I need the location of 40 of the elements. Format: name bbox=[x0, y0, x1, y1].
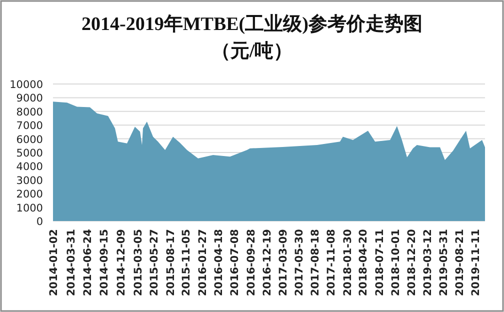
x-tick-label: 2014-06-24 bbox=[82, 229, 94, 296]
x-tick-label: 2018-04-20 bbox=[358, 229, 370, 296]
x-tick-label: 2018-10-01 bbox=[390, 229, 402, 296]
x-tick-label: 2016-04-18 bbox=[213, 229, 226, 296]
x-tick-label: 2014-03-31 bbox=[65, 229, 78, 296]
y-tick-label: 10000 bbox=[10, 79, 43, 91]
y-tick-label: 0 bbox=[36, 216, 43, 228]
x-tick-label: 2017-11-08 bbox=[325, 229, 338, 296]
chart-subtitle: （元/吨） bbox=[211, 40, 293, 62]
x-tick-label: 2015-03-05 bbox=[132, 229, 144, 296]
x-tick-label: 2014-12-09 bbox=[115, 229, 128, 296]
x-tick-label: 2017-08-18 bbox=[309, 229, 322, 296]
y-tick-label: 1000 bbox=[16, 202, 43, 214]
y-tick-label: 5000 bbox=[16, 148, 43, 160]
x-tick-label: 2017-05-30 bbox=[294, 229, 306, 296]
y-tick-label: 3000 bbox=[16, 174, 43, 187]
chart-title: 2014-2019年MTBE(工业级)参考价走势图 bbox=[82, 13, 422, 35]
x-tick-label: 2019-08-21 bbox=[454, 229, 466, 296]
x-tick-label: 2016-09-28 bbox=[245, 229, 258, 296]
x-tick-label: 2015-11-05 bbox=[180, 229, 193, 296]
x-tick-label: 2018-12-20 bbox=[406, 229, 418, 296]
x-tick-label: 2014-09-15 bbox=[98, 229, 111, 296]
y-tick-label: 2000 bbox=[16, 188, 43, 201]
y-tick-label: 8000 bbox=[16, 106, 43, 118]
x-tick-label: 2015-05-27 bbox=[148, 229, 161, 296]
x-tick-label: 2015-08-17 bbox=[164, 229, 177, 296]
x-tick-label: 2019-05-31 bbox=[438, 229, 450, 296]
x-tick-label: 2018-01-30 bbox=[342, 229, 354, 296]
y-tick-label: 7000 bbox=[16, 120, 43, 132]
x-tick-label: 2019-03-12 bbox=[422, 229, 434, 296]
y-tick-label: 4000 bbox=[16, 161, 43, 174]
x-tick-label: 2018-07-11 bbox=[374, 229, 386, 296]
x-tick-label: 2017-03-09 bbox=[277, 229, 290, 296]
y-tick-label: 6000 bbox=[16, 134, 43, 146]
x-tick-label: 2014-01-02 bbox=[48, 229, 60, 296]
x-tick-label: 2016-01-27 bbox=[197, 229, 209, 296]
y-tick-label: 9000 bbox=[16, 92, 43, 105]
x-tick-label: 2016-12-19 bbox=[262, 229, 274, 296]
x-tick-label: 2019-11-11 bbox=[470, 229, 482, 296]
x-tick-label: 2016-07-08 bbox=[229, 229, 242, 296]
